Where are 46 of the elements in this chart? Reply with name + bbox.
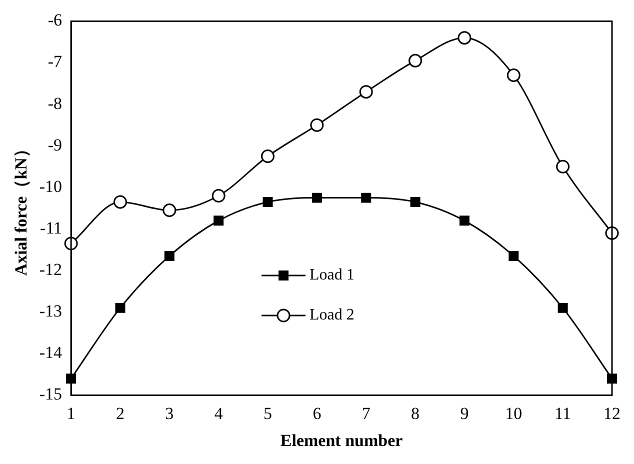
point — [310, 118, 324, 132]
point — [361, 192, 372, 203]
point — [212, 188, 226, 202]
x-tick-label: 5 — [264, 404, 272, 423]
y-tick-label: -10 — [39, 176, 62, 196]
point — [312, 192, 322, 203]
point — [162, 204, 176, 218]
y-tick-label: -7 — [48, 52, 63, 72]
point — [115, 302, 126, 313]
y-tick-label: -8 — [48, 94, 62, 113]
point — [164, 250, 174, 261]
x-tick-label: 10 — [505, 404, 522, 423]
x-tick-label: 4 — [214, 404, 224, 423]
y-tick-label: -11 — [40, 218, 62, 238]
point — [408, 54, 422, 68]
y-tick-label: -9 — [48, 135, 62, 154]
x-axis-title: Element number — [280, 431, 404, 450]
y-tick-label: -12 — [39, 260, 62, 279]
point — [113, 195, 127, 209]
x-tick-label: 6 — [312, 404, 322, 423]
point — [458, 31, 472, 45]
x-tick-label: 1 — [66, 404, 76, 423]
point — [506, 68, 520, 82]
point — [558, 302, 568, 313]
x-tick-label: 2 — [116, 404, 124, 423]
legend-label: Load 2 — [310, 306, 354, 324]
point — [262, 196, 273, 207]
point — [459, 216, 470, 226]
point — [359, 85, 373, 99]
point — [214, 216, 224, 226]
x-tick-label: 3 — [165, 404, 174, 423]
x-tick-label: 12 — [604, 404, 620, 423]
legend-label: Load 1 — [310, 266, 354, 284]
x-tick-label: 8 — [411, 404, 420, 423]
point — [261, 150, 275, 164]
x-tick-label: 7 — [362, 404, 371, 423]
point — [556, 160, 570, 174]
y-tick-label: -13 — [39, 302, 62, 321]
x-tick-label: 11 — [554, 404, 572, 423]
x-tick-label: 9 — [460, 404, 469, 423]
point — [410, 196, 420, 207]
y-tick-label: -14 — [39, 343, 63, 362]
y-axis-title: Axial force（kN） — [12, 140, 31, 276]
y-tick-label: -15 — [39, 384, 62, 404]
point — [508, 250, 519, 261]
y-tick-label: -6 — [48, 10, 62, 30]
